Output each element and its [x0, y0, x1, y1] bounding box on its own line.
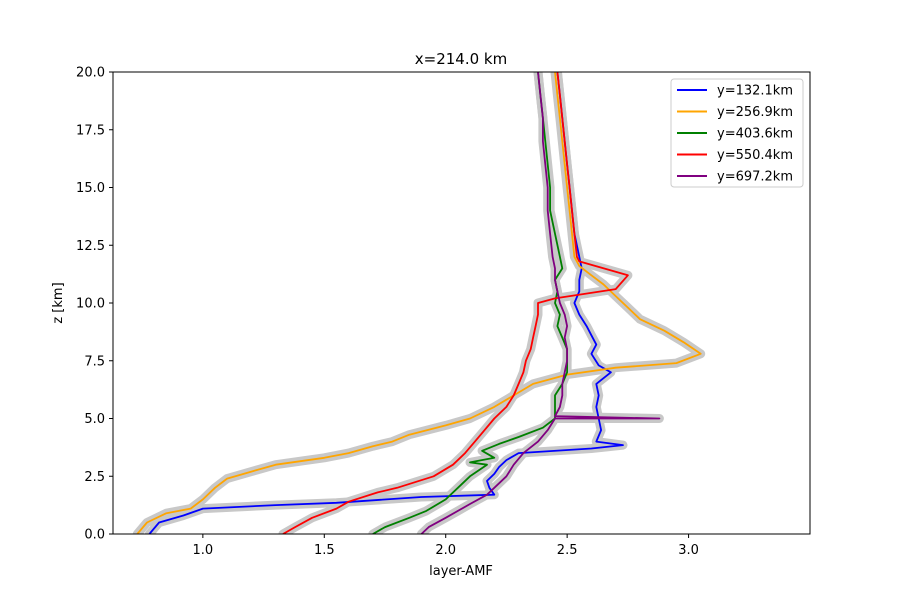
x-axis: 1.0 1.5 2.0 2.5 3.0	[193, 534, 699, 558]
series-line-2	[136, 72, 702, 534]
legend: y=132.1km y=256.9km y=403.6km y=550.4km y=69…	[670, 78, 804, 188]
legend-label-1: y=132.1km	[717, 84, 793, 99]
y-tick-label: 12.5	[76, 239, 105, 254]
y-tick-label: 5.0	[84, 412, 105, 427]
y-tick-label: 7.5	[84, 354, 105, 369]
series-line-3	[372, 72, 568, 534]
x-axis-label: layer-AMF	[429, 564, 493, 579]
legend-label-2: y=256.9km	[717, 105, 793, 120]
x-tick-label: 2.0	[435, 543, 456, 558]
legend-label-5: y=697.2km	[717, 170, 793, 185]
y-tick-label: 10.0	[76, 297, 105, 312]
y-tick-label: 2.5	[84, 470, 105, 485]
y-tick-label: 0.0	[84, 528, 105, 543]
chart-title: x=214.0 km	[415, 50, 507, 68]
y-axis-label: z [km]	[51, 282, 66, 323]
y-tick-label: 15.0	[76, 181, 105, 196]
x-tick-label: 1.0	[193, 543, 214, 558]
x-tick-label: 2.5	[557, 543, 578, 558]
y-tick-label: 17.5	[76, 123, 105, 138]
legend-box	[670, 78, 804, 188]
series-line-4	[282, 72, 629, 534]
y-axis: 0.0 2.5 5.0 7.5 10.0 12.5 15.0 17.5 20.0	[76, 66, 113, 543]
legend-label-3: y=403.6km	[717, 127, 793, 142]
x-tick-label: 3.0	[678, 543, 699, 558]
legend-label-4: y=550.4km	[717, 148, 793, 163]
series-line-5	[420, 72, 661, 534]
x-tick-label: 1.5	[314, 543, 335, 558]
y-tick-label: 20.0	[76, 66, 105, 81]
series-lines	[136, 72, 702, 534]
